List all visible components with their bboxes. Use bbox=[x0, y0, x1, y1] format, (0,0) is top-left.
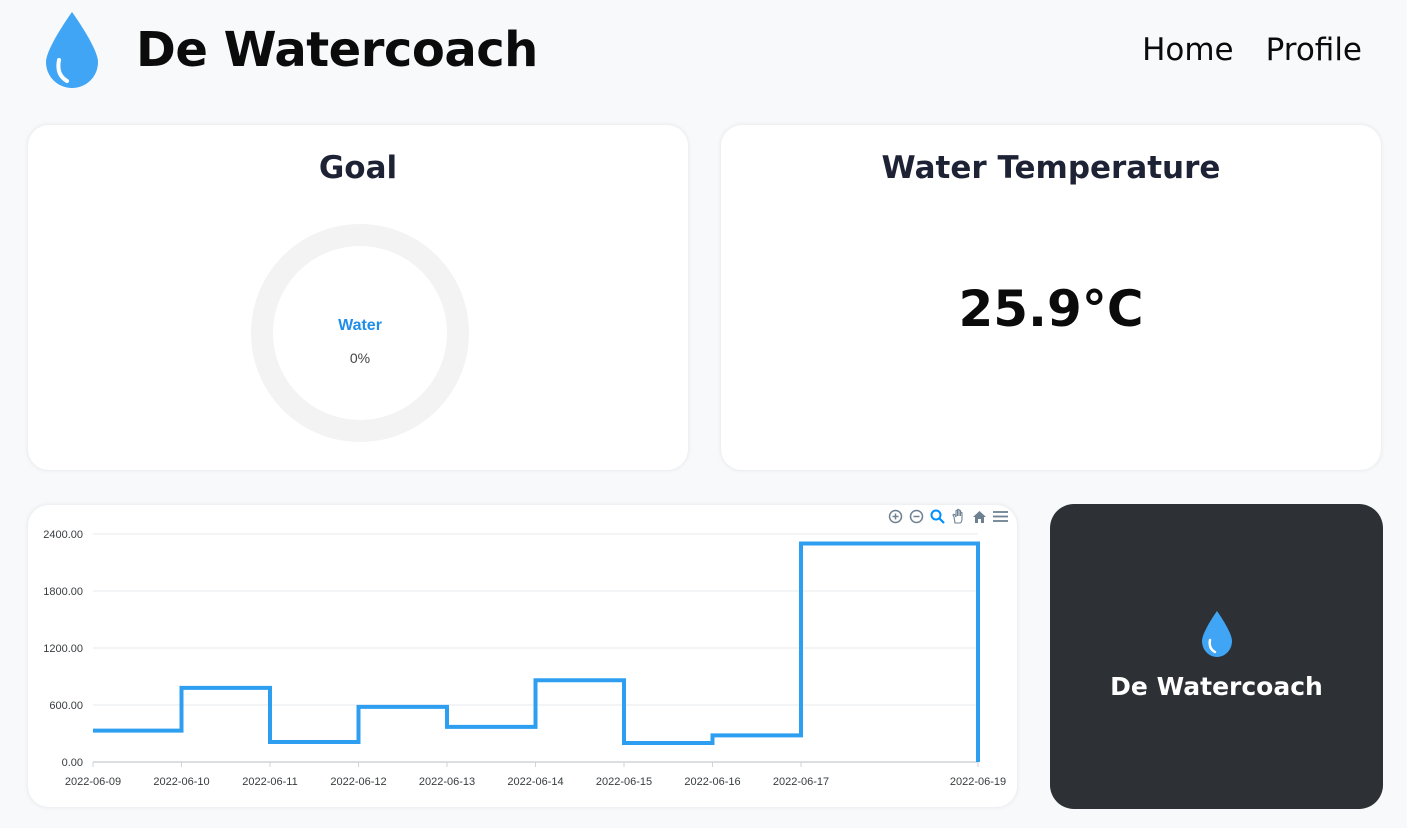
x-tick-label: 2022-06-10 bbox=[153, 776, 209, 788]
water-drop-icon bbox=[1202, 611, 1232, 657]
temperature-value: 25.9°C bbox=[958, 280, 1144, 338]
x-tick-label: 2022-06-13 bbox=[419, 776, 475, 788]
data-point bbox=[622, 741, 626, 745]
temperature-title: Water Temperature bbox=[881, 150, 1221, 186]
data-point bbox=[799, 542, 803, 546]
data-point bbox=[534, 678, 538, 682]
header: De Watercoach Home Profile bbox=[0, 0, 1407, 105]
y-tick-label: 600.00 bbox=[49, 700, 83, 712]
water-drop-icon[interactable] bbox=[42, 10, 102, 90]
series-line bbox=[93, 541, 980, 762]
data-point bbox=[445, 725, 449, 729]
x-tick-label: 2022-06-11 bbox=[242, 776, 297, 788]
water-temperature-card: Water Temperature 25.9°C bbox=[720, 124, 1382, 471]
water-intake-chart-card: 0.00 600.00 1200.00 1800.00 2400.00 2022-06-0… bbox=[27, 504, 1018, 808]
data-point bbox=[711, 733, 715, 737]
selection-zoom-icon[interactable] bbox=[929, 508, 946, 525]
data-point bbox=[180, 686, 184, 690]
nav-home-link[interactable]: Home bbox=[1142, 32, 1234, 68]
data-point bbox=[976, 760, 980, 764]
x-tick-label: 2022-06-16 bbox=[684, 776, 740, 788]
y-tick-label: 2400.00 bbox=[43, 529, 83, 541]
x-tick-label: 2022-06-15 bbox=[596, 776, 652, 788]
goal-title: Goal bbox=[318, 150, 398, 186]
app-title: De Watercoach bbox=[136, 22, 538, 78]
reset-home-icon[interactable] bbox=[971, 508, 988, 525]
donut-value: 0% bbox=[349, 350, 371, 366]
goal-card: Goal Water 0% bbox=[27, 124, 689, 471]
data-point bbox=[91, 729, 95, 733]
pan-hand-icon[interactable] bbox=[950, 508, 967, 525]
x-tick-label: 2022-06-14 bbox=[507, 776, 563, 788]
brand-name: De Watercoach bbox=[1110, 672, 1323, 701]
x-tick-label: 2022-06-09 bbox=[65, 776, 121, 788]
zoom-in-icon[interactable] bbox=[887, 508, 904, 525]
donut-label: Water bbox=[338, 317, 382, 334]
x-tick-label: 2022-06-19 bbox=[950, 776, 1006, 788]
goal-donut-chart: Water 0% bbox=[251, 224, 469, 442]
data-point bbox=[268, 740, 272, 744]
y-tick-label: 0.00 bbox=[62, 757, 83, 769]
main-nav: Home Profile bbox=[1142, 32, 1362, 68]
y-tick-label: 1200.00 bbox=[43, 643, 83, 655]
chart-toolbar bbox=[887, 508, 1009, 525]
brand-card: De Watercoach bbox=[1050, 504, 1383, 809]
x-tick-label: 2022-06-17 bbox=[773, 776, 829, 788]
x-tick-label: 2022-06-12 bbox=[330, 776, 386, 788]
water-intake-chart: 0.00 600.00 1200.00 1800.00 2400.00 2022-06-0… bbox=[43, 529, 1006, 788]
data-point bbox=[357, 705, 361, 709]
menu-icon[interactable] bbox=[992, 508, 1009, 525]
zoom-out-icon[interactable] bbox=[908, 508, 925, 525]
y-tick-label: 1800.00 bbox=[43, 586, 83, 598]
nav-profile-link[interactable]: Profile bbox=[1265, 32, 1362, 68]
